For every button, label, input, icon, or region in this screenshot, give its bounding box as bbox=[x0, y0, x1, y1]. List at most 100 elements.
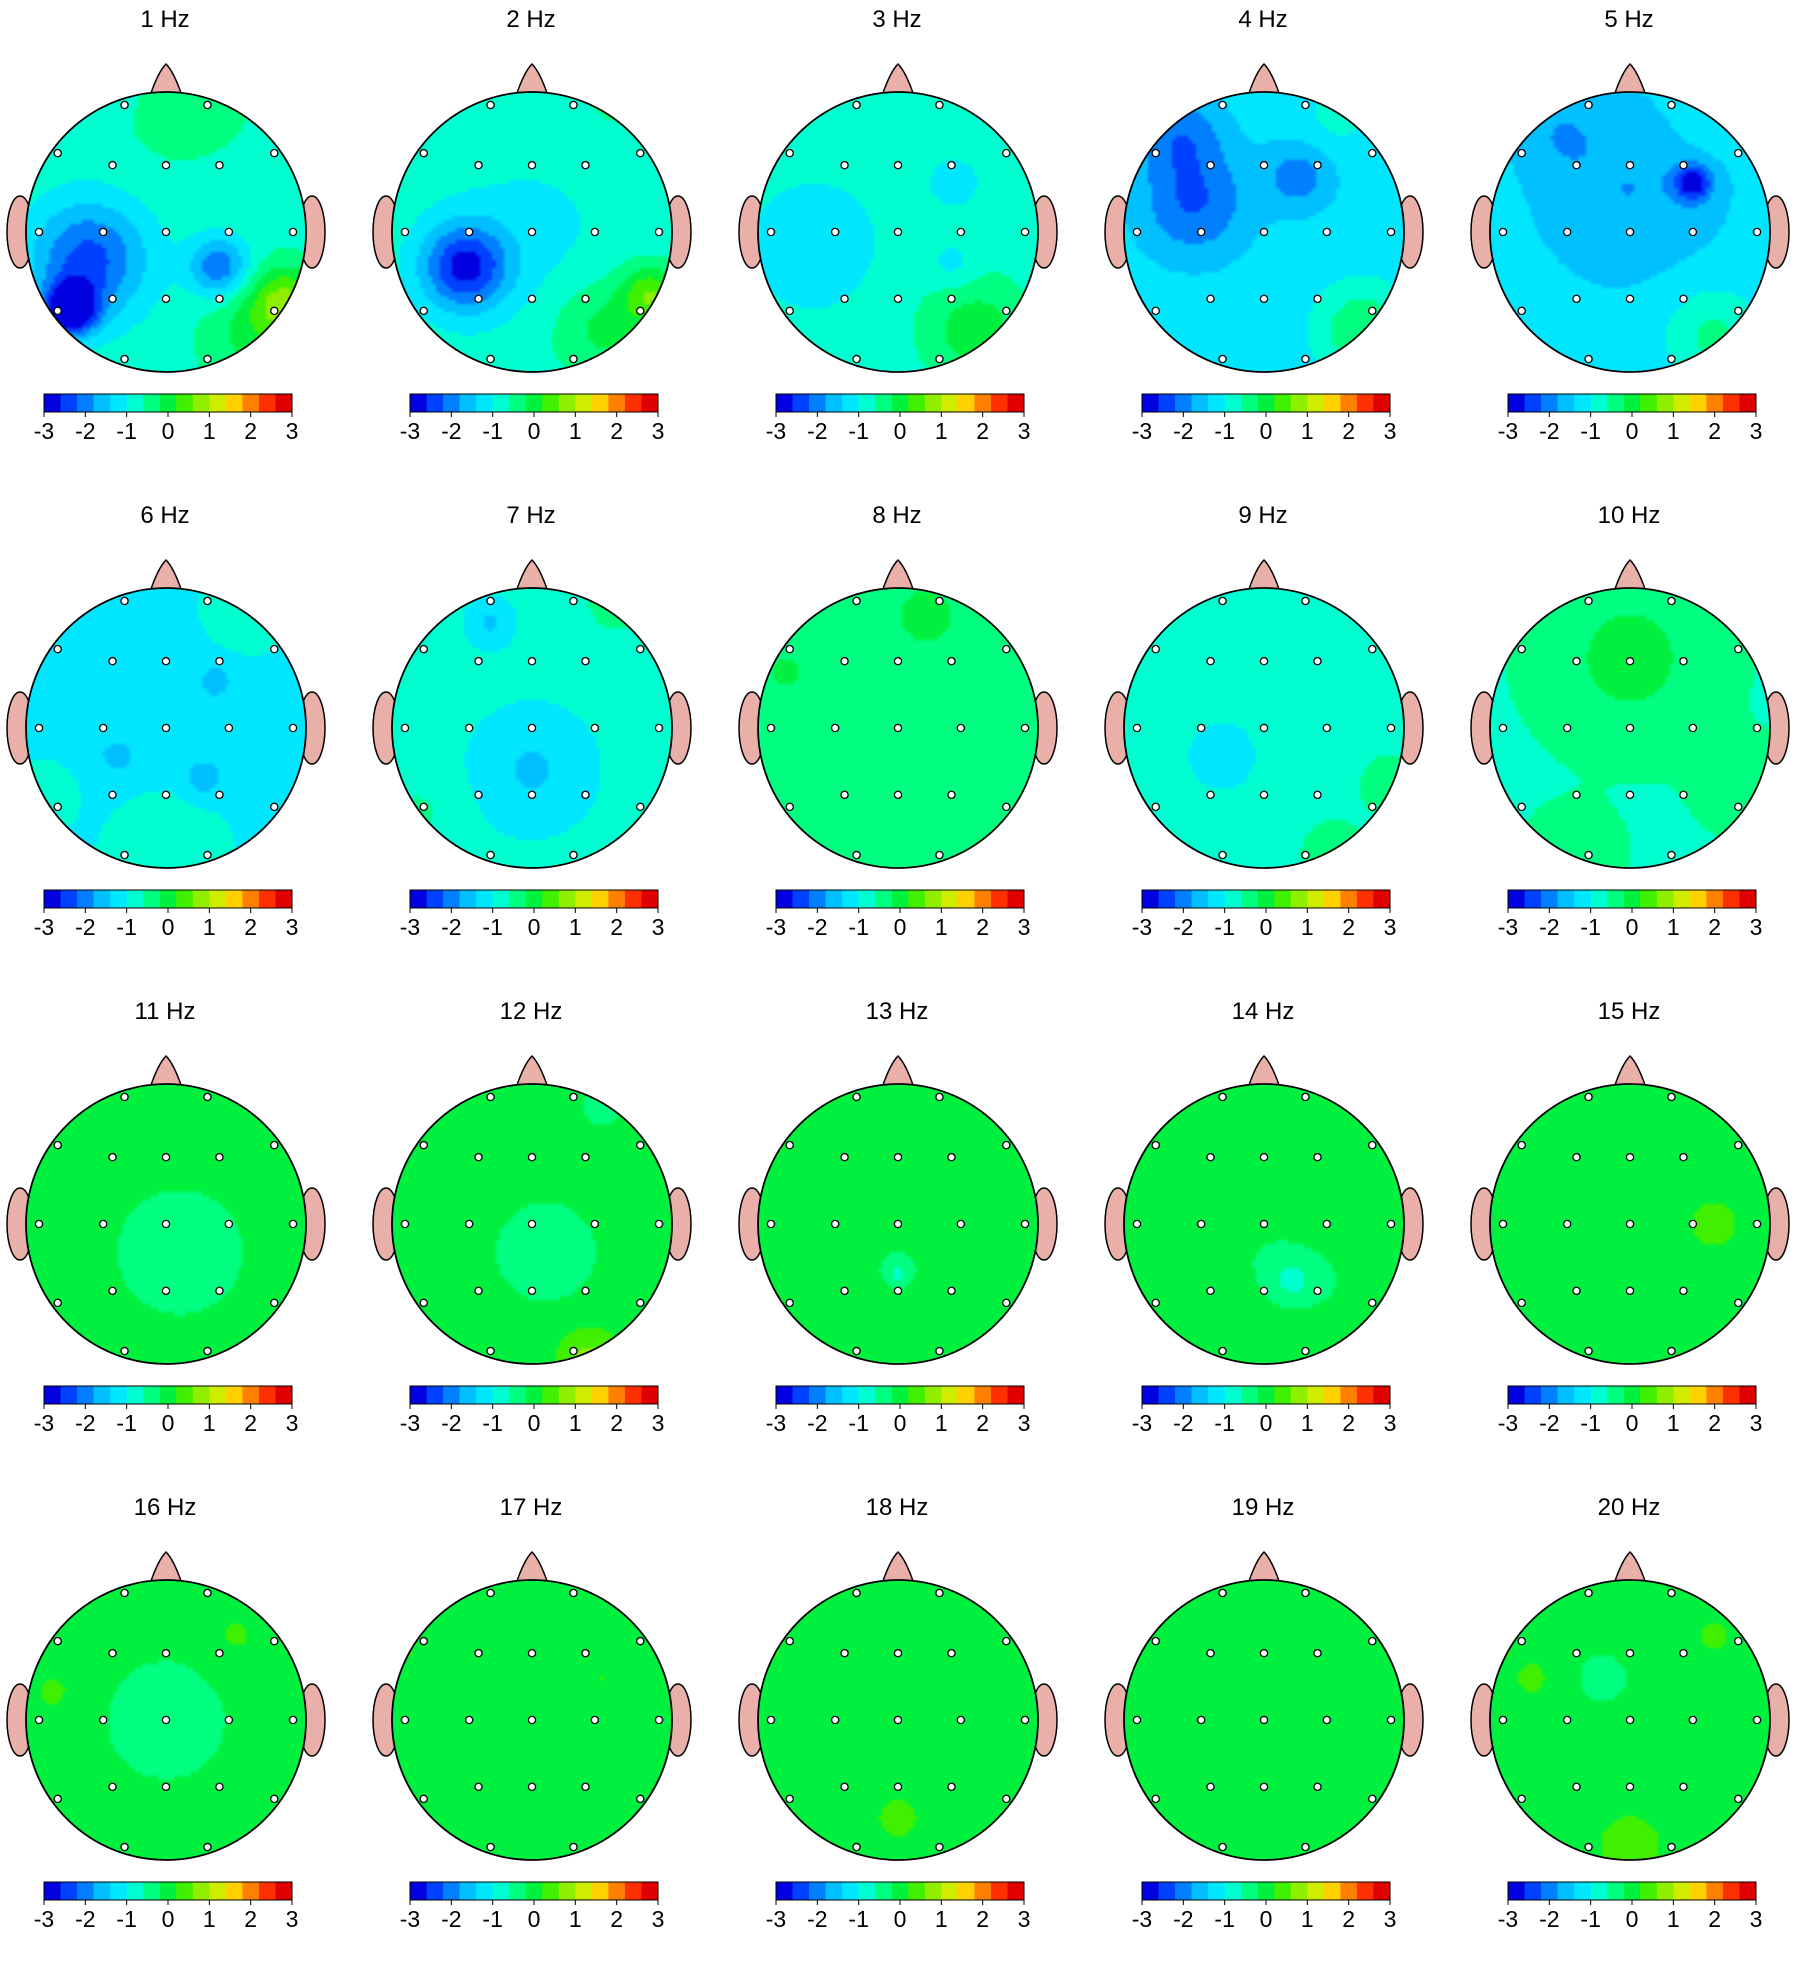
electrode-marker bbox=[636, 1140, 645, 1150]
colorbar-tick-label: 2 bbox=[976, 1410, 990, 1436]
colorbar-tick-label: 0 bbox=[893, 914, 907, 940]
colorbar-swatch bbox=[1656, 394, 1674, 412]
colorbar-swatch bbox=[608, 394, 626, 412]
colorbar-tick-label: -3 bbox=[1497, 1906, 1519, 1932]
colorbar-tick-label: 0 bbox=[527, 418, 541, 444]
electrode-marker bbox=[161, 1152, 171, 1162]
colorbar-swatch bbox=[974, 1882, 992, 1900]
electrode-marker bbox=[215, 790, 224, 800]
electrode-marker bbox=[1218, 354, 1227, 364]
topomap-panel: 18 Hz -3 -2 -1 0 1 2 3 bbox=[732, 1488, 1092, 1984]
electrode-marker bbox=[1002, 644, 1011, 654]
colorbar-tick-label: -3 bbox=[765, 1906, 787, 1932]
scalp-map bbox=[738, 558, 1058, 913]
colorbar-swatch bbox=[77, 394, 95, 412]
colorbar-tick-label: 1 bbox=[934, 1906, 948, 1932]
electrode-marker bbox=[464, 227, 474, 237]
colorbar-tick-label: -1 bbox=[848, 1410, 869, 1436]
electrode-marker bbox=[654, 1219, 664, 1229]
electrode-marker bbox=[1322, 1715, 1332, 1725]
colorbar-swatch bbox=[1739, 394, 1757, 412]
colorbar-swatch bbox=[410, 890, 428, 908]
colorbar-tick-labels: -3 -2 -1 0 1 2 3 bbox=[0, 1906, 330, 1936]
colorbar-tick-label: 1 bbox=[1300, 1906, 1314, 1932]
colorbar-swatch bbox=[1373, 890, 1391, 908]
colorbar-tick-label: -3 bbox=[765, 1410, 787, 1436]
colorbar-swatch bbox=[641, 890, 659, 908]
scalp-map bbox=[372, 62, 692, 417]
colorbar-swatch bbox=[225, 1882, 243, 1900]
colorbar-tick-label: 1 bbox=[202, 1906, 216, 1932]
colorbar-tick-label: -1 bbox=[1580, 914, 1601, 940]
electrode-marker bbox=[852, 1842, 861, 1852]
colorbar-swatch bbox=[143, 1882, 161, 1900]
colorbar-swatch bbox=[1158, 394, 1176, 412]
electrode-marker bbox=[956, 227, 966, 237]
colorbar-tick-label: 1 bbox=[1666, 418, 1680, 444]
head-outline bbox=[1489, 587, 1771, 869]
electrode-marker bbox=[419, 1794, 428, 1804]
colorbar-tick-label: 3 bbox=[285, 1410, 299, 1436]
electrode-marker bbox=[108, 1648, 117, 1658]
colorbar-swatch bbox=[126, 394, 144, 412]
colorbar-tick-label: -2 bbox=[441, 1410, 462, 1436]
colorbar-swatch bbox=[459, 890, 477, 908]
colorbar-tick-label: 3 bbox=[285, 914, 299, 940]
colorbar-swatch bbox=[1508, 1386, 1526, 1404]
electrode-marker bbox=[1688, 723, 1698, 733]
colorbar-swatch bbox=[1274, 1386, 1292, 1404]
colorbar-swatch bbox=[1142, 394, 1160, 412]
colorbar-swatch bbox=[591, 890, 609, 908]
nose-shape bbox=[514, 1054, 550, 1089]
electrode-marker bbox=[1572, 656, 1581, 666]
electrode-marker bbox=[1196, 1715, 1206, 1725]
electrode-marker bbox=[1625, 294, 1635, 304]
colorbar-swatch bbox=[924, 890, 942, 908]
electrode-marker bbox=[1562, 1219, 1572, 1229]
electrode-marker bbox=[1667, 100, 1676, 110]
colorbar-tick-label: -1 bbox=[1214, 914, 1235, 940]
colorbar-swatch bbox=[1191, 1882, 1209, 1900]
panel-title: 12 Hz bbox=[499, 998, 563, 1025]
electrode-marker bbox=[852, 596, 861, 606]
colorbar-tick-label: -1 bbox=[482, 1906, 503, 1932]
nose-shape bbox=[1612, 558, 1648, 593]
colorbar-swatch bbox=[858, 890, 876, 908]
colorbar-swatch bbox=[1323, 1882, 1341, 1900]
colorbar-swatch bbox=[575, 1386, 593, 1404]
electrode-marker bbox=[1259, 294, 1269, 304]
scalp-map bbox=[372, 1550, 692, 1905]
electrode-marker bbox=[1734, 802, 1743, 812]
electrode-marker bbox=[947, 1782, 956, 1792]
electrode-marker bbox=[1572, 294, 1581, 304]
colorbar-swatch bbox=[225, 890, 243, 908]
electrode-marker bbox=[785, 644, 794, 654]
electrode-marker bbox=[852, 354, 861, 364]
panel-title: 10 Hz bbox=[1597, 502, 1661, 529]
electrode-marker bbox=[893, 160, 903, 170]
colorbar-swatch bbox=[941, 1882, 959, 1900]
panel-title: 19 Hz bbox=[1231, 1494, 1295, 1521]
colorbar-tick-label: 1 bbox=[1300, 418, 1314, 444]
nose-shape bbox=[1246, 1550, 1282, 1585]
electrode-marker bbox=[590, 1715, 600, 1725]
colorbar-tick-labels: -3 -2 -1 0 1 2 3 bbox=[1098, 1410, 1428, 1440]
colorbar-tick-label: 2 bbox=[1342, 1906, 1356, 1932]
colorbar-swatch bbox=[1158, 1882, 1176, 1900]
colorbar-swatch bbox=[776, 1386, 794, 1404]
colorbar-tick-label: -1 bbox=[848, 418, 869, 444]
colorbar-tick-label: -2 bbox=[807, 1906, 828, 1932]
colorbar-swatch bbox=[126, 1882, 144, 1900]
colorbar-tick-label: -2 bbox=[1173, 418, 1194, 444]
electrode-marker bbox=[785, 148, 794, 158]
electrode-marker bbox=[1368, 1636, 1377, 1646]
electrode-marker bbox=[108, 1152, 117, 1162]
electrode-marker bbox=[1368, 148, 1377, 158]
electrode-marker bbox=[1734, 148, 1743, 158]
scalp-map bbox=[1470, 558, 1790, 913]
colorbar-tick-labels: -3 -2 -1 0 1 2 3 bbox=[0, 914, 330, 944]
electrode-marker bbox=[893, 227, 903, 237]
colorbar-swatch bbox=[1323, 394, 1341, 412]
colorbar-swatch bbox=[1274, 1882, 1292, 1900]
colorbar-swatch bbox=[242, 394, 260, 412]
